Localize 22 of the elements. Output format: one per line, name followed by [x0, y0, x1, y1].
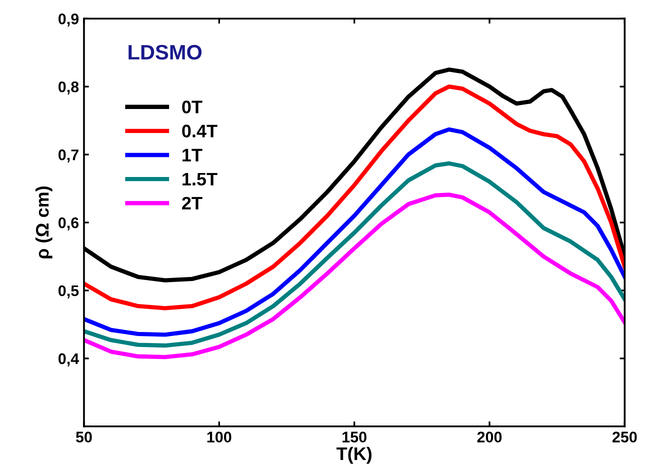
line-series [84, 161, 625, 348]
x-tick-label: 250 [612, 432, 637, 442]
legend-label: 0.4T [182, 124, 218, 138]
legend-label: 1.5T [182, 172, 218, 186]
y-axis-title: ρ (Ω cm) [35, 186, 52, 258]
x-tick-label: 50 [76, 432, 92, 442]
legend-label: 1T [182, 148, 202, 162]
legend-label: 2T [182, 196, 202, 210]
annotation: LDSMO [128, 44, 202, 60]
x-tick-label: 100 [207, 432, 232, 442]
x-tick-label: 150 [342, 432, 366, 442]
y-tick-label: 0,4 [58, 353, 80, 366]
y-tick-label: 0,5 [58, 285, 79, 298]
line-series [84, 192, 625, 360]
x-axis-title: T(K) [336, 446, 372, 464]
y-tick-label: 0,6 [58, 217, 79, 230]
y-tick-label: 0,7 [58, 149, 78, 162]
legend-label: 0T [182, 100, 202, 114]
y-tick-label: 0,8 [58, 81, 79, 94]
x-tick-label: 200 [477, 432, 502, 442]
y-tick-label: 0,9 [58, 14, 79, 27]
line-series [84, 84, 625, 310]
